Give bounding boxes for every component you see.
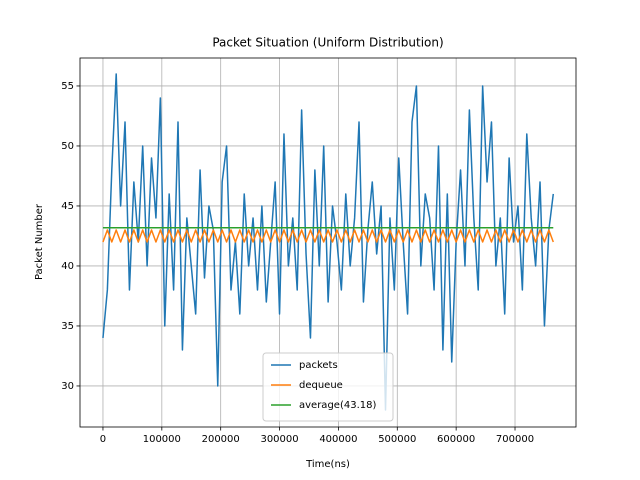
x-tick-label: 500000 <box>378 434 416 445</box>
y-tick-label: 45 <box>61 201 74 212</box>
plot-frame <box>79 57 577 428</box>
y-axis-label: Packet Number <box>34 203 45 280</box>
y-tick-label: 35 <box>61 321 74 332</box>
x-tick-label: 200000 <box>202 434 240 445</box>
legend-label: packets <box>299 360 338 371</box>
x-tick-label: 400000 <box>319 434 357 445</box>
series-line <box>102 73 555 411</box>
series-line <box>102 229 554 243</box>
y-tick-label: 40 <box>61 261 74 272</box>
y-tick-label: 30 <box>61 381 74 392</box>
chart-title: Packet Situation (Uniform Distribution) <box>212 36 443 50</box>
x-tick-label: 600000 <box>437 434 475 445</box>
legend-label: average(43.18) <box>299 400 376 411</box>
y-tick-label: 50 <box>61 141 74 152</box>
legend: packets dequeue average(43.18) <box>262 352 394 422</box>
legend-box <box>262 352 394 422</box>
x-axis-label: Time(ns) <box>305 459 350 470</box>
x-tick-label: 700000 <box>496 434 534 445</box>
y-tick-label: 55 <box>61 81 74 92</box>
legend-label: dequeue <box>299 380 343 391</box>
x-tick-label: 300000 <box>260 434 298 445</box>
x-tick-label: 0 <box>100 434 106 445</box>
x-tick-label: 100000 <box>143 434 181 445</box>
